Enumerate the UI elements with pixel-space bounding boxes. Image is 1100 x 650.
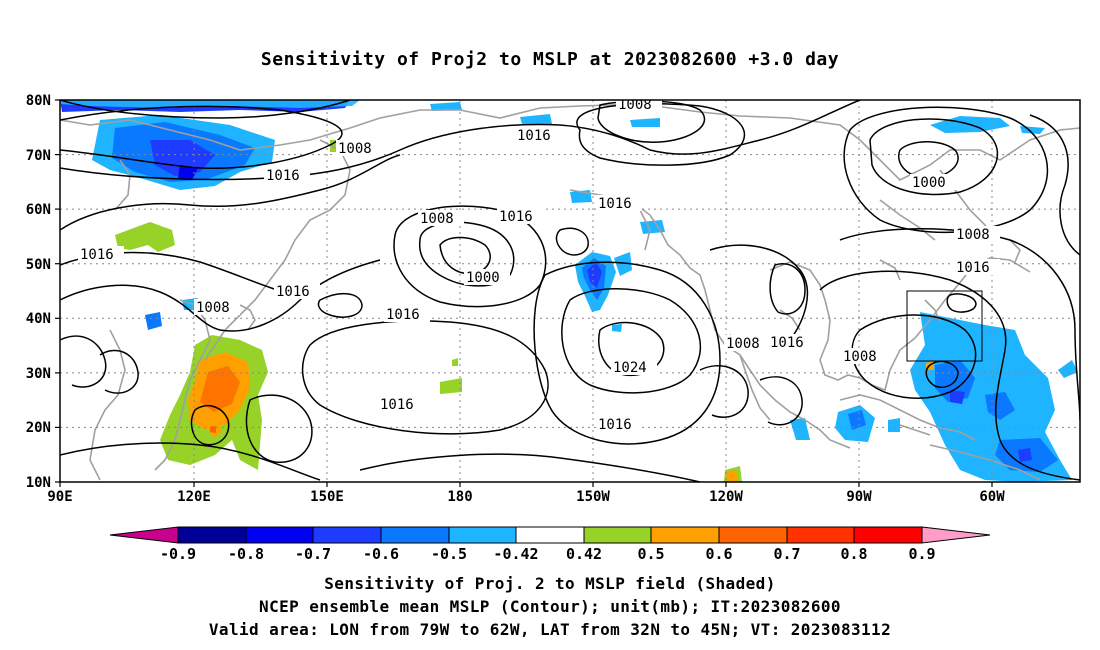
map-border <box>59 99 1081 483</box>
colorbar-label: 0.6 <box>705 545 732 563</box>
contour-label: 1008 <box>956 227 990 243</box>
valid-area-box <box>906 290 983 362</box>
caption-valid-area: Valid area: LON from 79W to 62W, LAT fro… <box>208 620 892 639</box>
colorbar-bin <box>583 526 652 544</box>
contour-label: 1016 <box>598 196 632 212</box>
lat-labels: 80N 70N 60N 50N 40N 30N 20N 10N <box>26 93 51 491</box>
colorbar-bin <box>312 526 382 544</box>
contour-label: 1016 <box>598 417 632 433</box>
colorbar-label: -0.42 <box>493 545 538 563</box>
colorbar-bin <box>650 526 720 544</box>
colorbar-label: -0.7 <box>295 545 331 563</box>
lon-label: 120W <box>709 489 743 505</box>
lon-label: 150E <box>310 489 344 505</box>
colorbar-bin <box>515 526 585 544</box>
contour-labels: 1008 1016 1008 1016 1016 1016 1016 1008 … <box>78 97 1000 433</box>
colorbar-label: -0.6 <box>363 545 399 563</box>
contour-label: 1016 <box>956 260 990 276</box>
colorbar-bin <box>177 526 247 544</box>
map-title: Sensitivity of Proj2 to MSLP at 20230826… <box>260 49 840 70</box>
lat-label: 80N <box>26 93 51 109</box>
lat-label: 60N <box>26 202 51 218</box>
colorbar-bin <box>786 526 855 544</box>
colorbar-bin <box>448 526 517 544</box>
contour-label: 1008 <box>338 141 372 157</box>
colorbar-under-arrow <box>109 526 179 544</box>
contour-label: 1008 <box>843 349 877 365</box>
colorbar-label: -0.8 <box>228 545 264 563</box>
contour-label: 1016 <box>517 128 551 144</box>
contour-label: 1000 <box>912 175 946 191</box>
lon-label: 60W <box>979 489 1005 505</box>
contour-label: 1008 <box>618 97 652 113</box>
colorbar-label: -0.5 <box>431 545 467 563</box>
lat-label: 30N <box>26 366 51 382</box>
colorbar-bin <box>718 526 788 544</box>
colorbar-bin <box>853 526 923 544</box>
colorbar-label: 0.8 <box>840 545 867 563</box>
lat-label: 70N <box>26 148 51 164</box>
colorbar-over-arrow <box>921 526 991 544</box>
lon-label: 90W <box>846 489 872 505</box>
sensitivity-shading <box>60 100 1078 482</box>
lon-label: 150W <box>576 489 610 505</box>
caption-shaded: Sensitivity of Proj. 2 to MSLP field (Sh… <box>324 574 776 593</box>
lat-label: 50N <box>26 257 51 273</box>
contour-label: 1008 <box>420 211 454 227</box>
contour-label: 1016 <box>386 307 420 323</box>
colorbar-bin <box>380 526 450 544</box>
lon-label: 90E <box>47 489 72 505</box>
contour-label: 1016 <box>499 209 533 225</box>
lon-label: 120E <box>177 489 211 505</box>
contour-label: 1008 <box>726 336 760 352</box>
colorbar-label: 0.9 <box>908 545 935 563</box>
contour-label: 1016 <box>266 168 300 184</box>
caption-contour: NCEP ensemble mean MSLP (Contour); unit(… <box>259 597 841 616</box>
lat-label: 40N <box>26 311 51 327</box>
graticule <box>60 100 1080 482</box>
contour-label: 1016 <box>380 397 414 413</box>
contour-label: 1008 <box>196 300 230 316</box>
lat-label: 10N <box>26 475 51 491</box>
axis-ticks <box>55 99 993 487</box>
colorbar-label: 0.7 <box>773 545 800 563</box>
contour-label: 1024 <box>613 360 647 376</box>
contour-label: 1000 <box>466 270 500 286</box>
colorbar-label: 0.42 <box>566 545 602 563</box>
colorbar-label: 0.5 <box>637 545 664 563</box>
colorbar-bin <box>245 526 314 544</box>
lon-label: 180 <box>447 489 472 505</box>
lon-labels: 90E 120E 150E 180 150W 120W 90W 60W <box>47 489 1005 505</box>
colorbar: -0.9 -0.8 -0.7 -0.6 -0.5 -0.42 0.42 0.5 … <box>109 526 991 563</box>
contour-label: 1016 <box>276 284 310 300</box>
contour-label: 1016 <box>80 247 114 263</box>
contour-label: 1016 <box>770 335 804 351</box>
lat-label: 20N <box>26 420 51 436</box>
colorbar-label: -0.9 <box>160 545 196 563</box>
